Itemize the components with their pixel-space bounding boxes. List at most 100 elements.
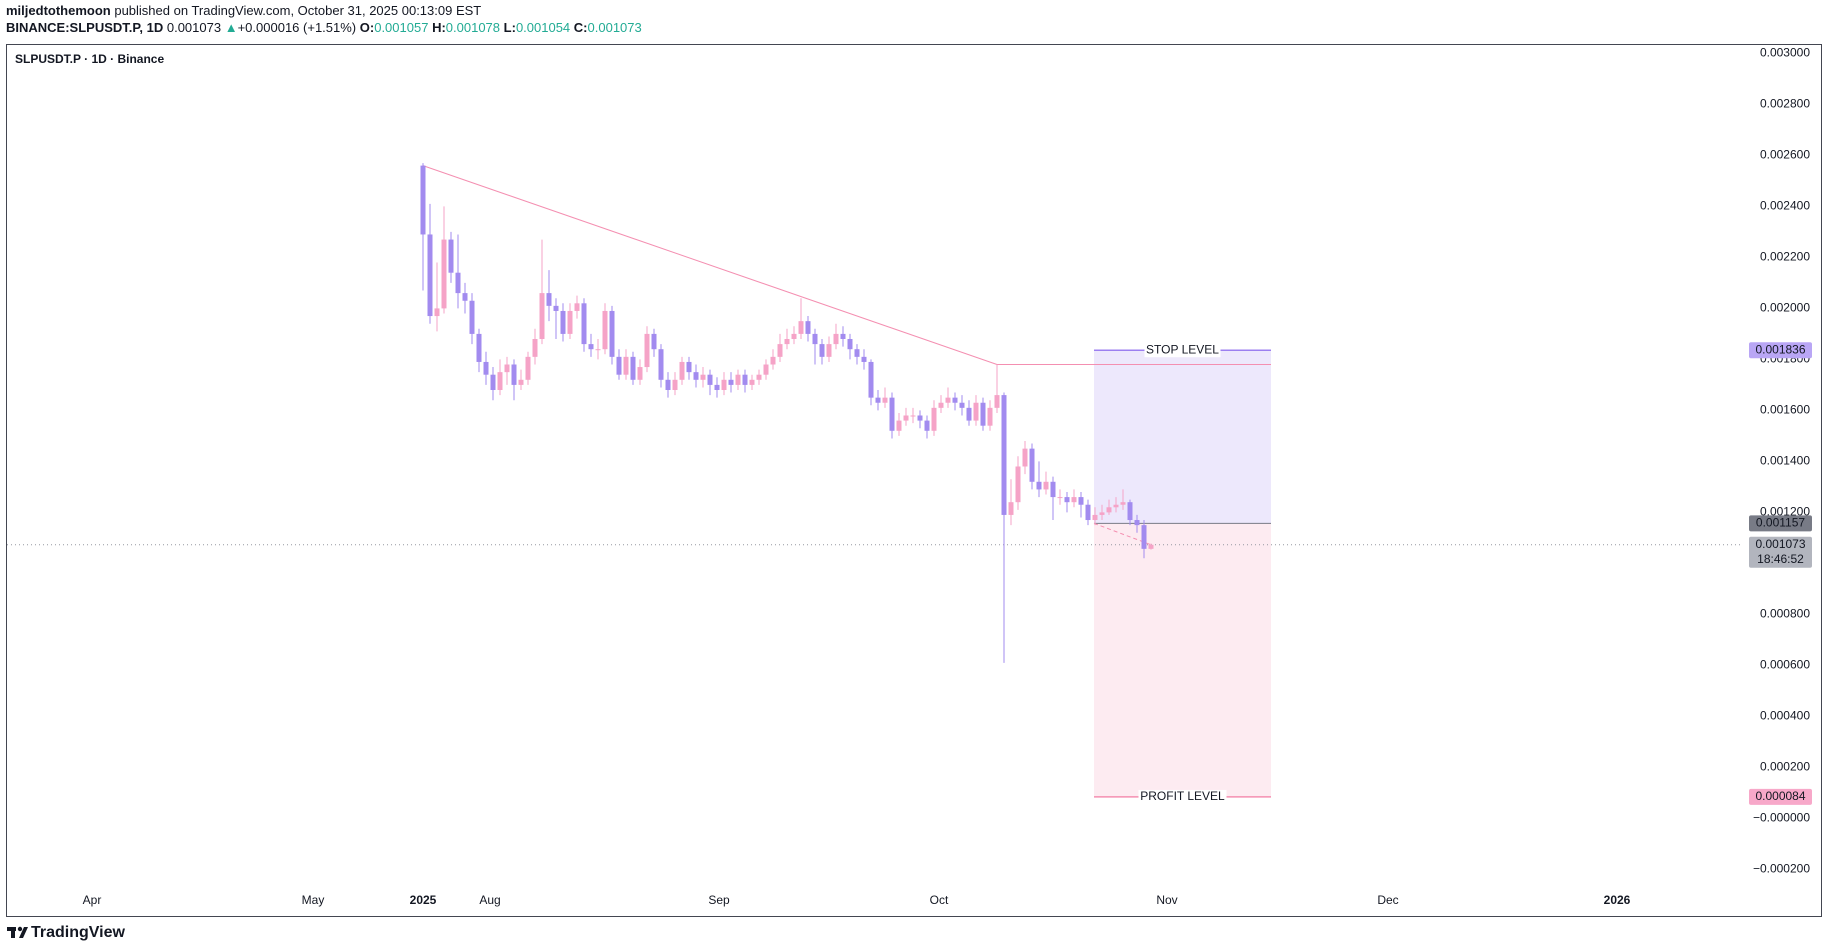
candle-body: [546, 293, 552, 306]
chart-frame: [6, 44, 1822, 917]
y-tick-label: 0.002000: [1760, 301, 1810, 315]
candle-body: [707, 374, 713, 385]
candle-body: [469, 300, 475, 334]
candle-body: [560, 310, 566, 334]
l: 0.001054: [516, 20, 570, 35]
y-tick-label: 0.003000: [1760, 46, 1810, 60]
candle-body: [1078, 497, 1084, 505]
candle-body: [672, 379, 678, 390]
o-label: O:: [360, 20, 374, 35]
arrow: ▲: [225, 20, 238, 35]
candle-body: [1148, 544, 1154, 549]
candle-body: [616, 356, 622, 375]
candle-body: [1141, 525, 1147, 549]
candle-body: [973, 402, 979, 421]
last: 0.001073: [167, 20, 221, 35]
candle-body: [623, 356, 629, 375]
y-tick-label: 0.000600: [1760, 658, 1810, 672]
candle-body: [1015, 466, 1021, 503]
y-tick-label: 0.001200: [1760, 505, 1810, 519]
chart-layer: 0.003000 0.002800 0.002600 0.002400 0.002200…: [7, 46, 1812, 907]
candle-body: [455, 272, 461, 294]
stop-label-bg: [1144, 343, 1221, 358]
candle-body: [847, 339, 853, 350]
l-label: L:: [504, 20, 516, 35]
candle-body: [679, 361, 685, 380]
candle-body: [581, 303, 587, 345]
candle-body: [819, 344, 825, 357]
header-line-1: miljedtothemoon published on TradingView…: [6, 3, 481, 18]
candle-body: [735, 374, 741, 385]
countdown: 18:46:52: [1757, 552, 1804, 566]
x-tick-label: Oct: [930, 893, 949, 907]
y-tick-label: 0.001400: [1760, 454, 1810, 468]
candle-body: [637, 367, 643, 380]
candle-body: [952, 397, 958, 403]
y-tick-label: 0.000200: [1760, 760, 1810, 774]
candle-body: [630, 356, 636, 380]
candle-body: [532, 339, 538, 357]
candle-body: [1050, 481, 1056, 498]
profit-zone: [1094, 523, 1271, 797]
candle-body: [651, 333, 657, 350]
x-tick-label: Dec: [1377, 893, 1398, 907]
candle-body: [756, 374, 762, 380]
candle-body: [525, 356, 531, 380]
candle-body: [518, 379, 524, 385]
profit-label: PROFIT LEVEL: [1140, 789, 1225, 803]
y-tick-label: 0.001600: [1760, 403, 1810, 417]
candle-body: [511, 364, 517, 385]
y-tick-label: 0.000400: [1760, 709, 1810, 723]
candle-body: [665, 379, 671, 390]
author: miljedtothemoon: [6, 3, 111, 18]
candle-body: [567, 310, 573, 334]
candle-body: [553, 305, 559, 311]
candle-body: [1071, 497, 1077, 503]
candle-body: [462, 293, 468, 301]
profit-label-bg: [1138, 789, 1227, 804]
candle-body: [1057, 497, 1063, 499]
candle-body: [609, 310, 615, 357]
candle-body: [539, 293, 545, 340]
candle-body: [595, 349, 601, 351]
y-tick-label: 0.002600: [1760, 148, 1810, 162]
y-tick-label: 0.002400: [1760, 199, 1810, 213]
candle-body: [1106, 507, 1112, 513]
candle-body: [700, 374, 706, 380]
candle-body: [791, 333, 797, 340]
logo-dot: [17, 926, 23, 932]
candle-body: [714, 384, 720, 390]
x-tick-label: Sep: [708, 893, 730, 907]
candle-body: [1120, 502, 1126, 505]
candle-body: [903, 415, 909, 421]
candle-body: [868, 361, 874, 398]
candle-body: [798, 321, 804, 334]
stop-label: STOP LEVEL: [1146, 342, 1219, 356]
candle-body: [840, 333, 846, 340]
candle-body: [602, 310, 608, 350]
candle-body: [1134, 520, 1140, 526]
candle-body: [945, 397, 951, 403]
candle-body: [987, 407, 993, 426]
candle-body: [1099, 512, 1105, 515]
chart-title: SLPUSDT.P · 1D · Binance: [15, 52, 164, 66]
x-tick-label: 2026: [1604, 893, 1631, 907]
candle-body: [427, 234, 433, 317]
candle-body: [1085, 504, 1091, 521]
y-tick-label: 0.002200: [1760, 250, 1810, 264]
candle-body: [420, 165, 426, 235]
last-badge: 0.001073: [1755, 537, 1805, 551]
logo-slash: [19, 927, 28, 938]
candle-body: [686, 361, 692, 373]
candle-body: [721, 379, 727, 390]
candle-body: [1008, 502, 1014, 515]
candle-body: [728, 379, 734, 385]
candle-body: [959, 402, 965, 408]
stop-zone: [1094, 350, 1271, 524]
candle-body: [441, 239, 447, 309]
candle-body: [1092, 514, 1098, 521]
candle-body: [644, 333, 650, 368]
candle-body: [483, 361, 489, 375]
candle-body: [770, 356, 776, 365]
candle-body: [917, 415, 923, 421]
